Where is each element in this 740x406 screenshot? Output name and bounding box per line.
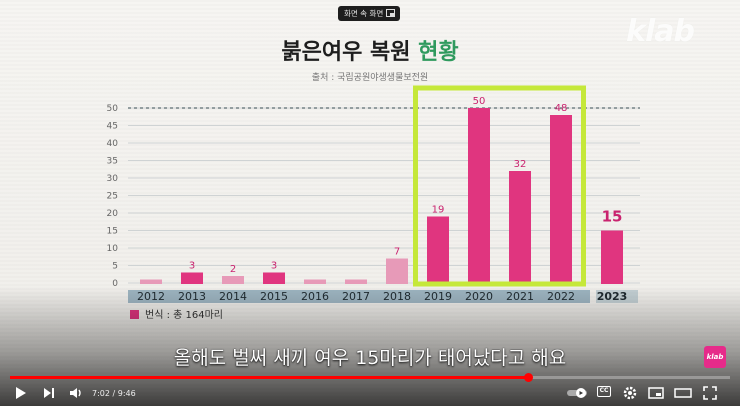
bar-2017 [345,279,367,284]
play-icon[interactable] [14,385,28,401]
time-display: 7:02 / 9:46 [92,389,136,398]
y-tick-label: 15 [107,227,118,237]
picture-in-picture-badge[interactable]: 화면 속 화면 [338,6,400,21]
bar-2021 [509,171,531,284]
bar-2015 [263,272,285,284]
bar-2013 [181,272,203,284]
miniplayer-icon[interactable] [648,385,664,401]
chart-title-highlight: 현황 [418,40,459,65]
y-tick-label: 30 [107,174,119,184]
player-controls: 7:02 / 9:46 CC [0,382,740,404]
data-label-2022: 48 [555,103,568,114]
progress-bar[interactable] [10,373,730,382]
pip-icon [386,9,395,17]
data-label-2015: 3 [271,261,277,272]
closed-caption: 올해도 벌써 새끼 여우 15마리가 태어났다고 해요 [173,347,567,369]
y-tick-label: 5 [112,262,118,272]
channel-badge[interactable]: klab [704,346,726,368]
y-tick-label: 20 [107,209,119,219]
bar-2019 [427,216,449,284]
brand-watermark: klab [626,14,695,49]
progress-scrubber[interactable] [524,373,534,382]
theater-icon[interactable] [674,385,692,401]
highlight-box [413,85,586,287]
y-tick-label: 40 [107,139,119,149]
volume-icon[interactable] [68,385,84,401]
bar-2023 [601,230,623,284]
chart-title: 붉은여우 복원 현황 [0,34,740,66]
chart-source: 출처 : 국립공원야생생물보전원 [311,73,429,83]
data-label-2014: 2 [230,264,236,275]
bar-2014 [222,276,244,284]
fullscreen-icon[interactable] [702,385,718,401]
y-tick-label: 0 [112,279,118,289]
pip-label: 화면 속 화면 [344,9,384,18]
bottom-gradient [0,286,740,406]
bar-2020 [468,108,490,284]
data-label-2020: 50 [473,96,486,107]
settings-icon[interactable] [622,385,638,401]
y-tick-label: 25 [107,192,118,202]
bar-2012 [140,279,162,284]
progress-played [10,376,529,379]
bar-2016 [304,279,326,284]
data-label-2018: 7 [394,247,400,258]
y-tick-label: 45 [107,122,118,132]
y-tick-label: 35 [107,157,118,167]
data-label-2021: 32 [514,159,527,170]
bar-2022 [550,115,572,284]
data-label-2013: 3 [189,261,195,272]
bar-2018 [386,258,408,284]
data-label-2023: 15 [602,208,623,226]
y-tick-label: 10 [107,244,119,254]
y-tick-label: 50 [107,104,119,114]
data-label-2019: 19 [432,205,445,216]
next-icon[interactable] [42,385,56,401]
chart-title-main: 붉은여우 복원 [281,40,419,65]
subtitles-icon[interactable]: CC [597,386,611,397]
autoplay-toggle-icon[interactable] [566,385,588,401]
